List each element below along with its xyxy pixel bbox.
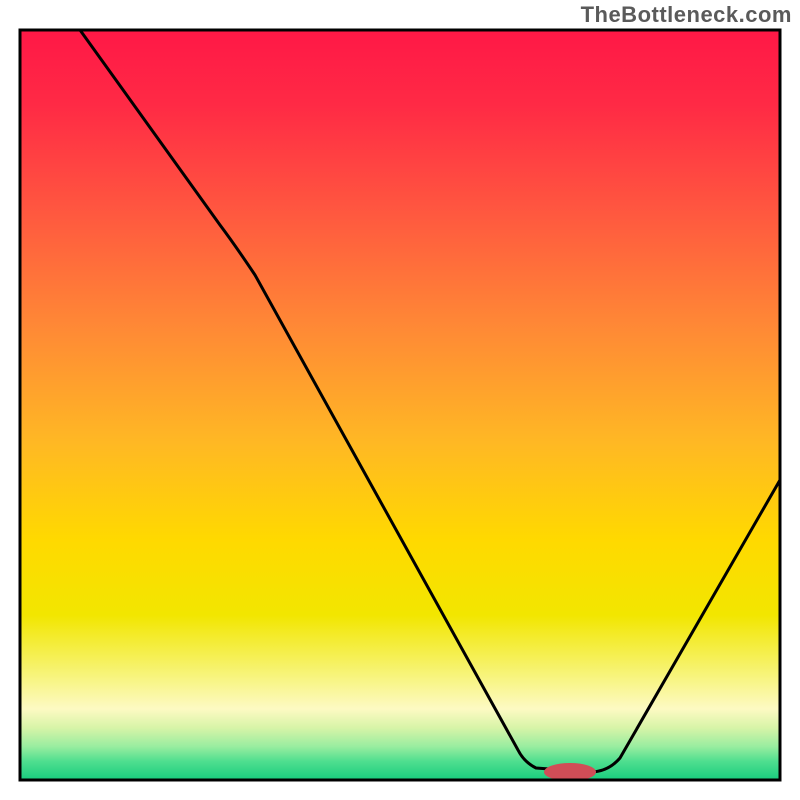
chart-background	[20, 30, 780, 780]
watermark-text: TheBottleneck.com	[581, 2, 792, 28]
optimal-marker	[544, 763, 596, 781]
bottleneck-chart	[0, 0, 800, 800]
stage: TheBottleneck.com	[0, 0, 800, 800]
